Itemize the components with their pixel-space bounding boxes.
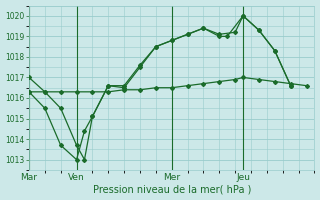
X-axis label: Pression niveau de la mer( hPa ): Pression niveau de la mer( hPa )	[92, 184, 251, 194]
